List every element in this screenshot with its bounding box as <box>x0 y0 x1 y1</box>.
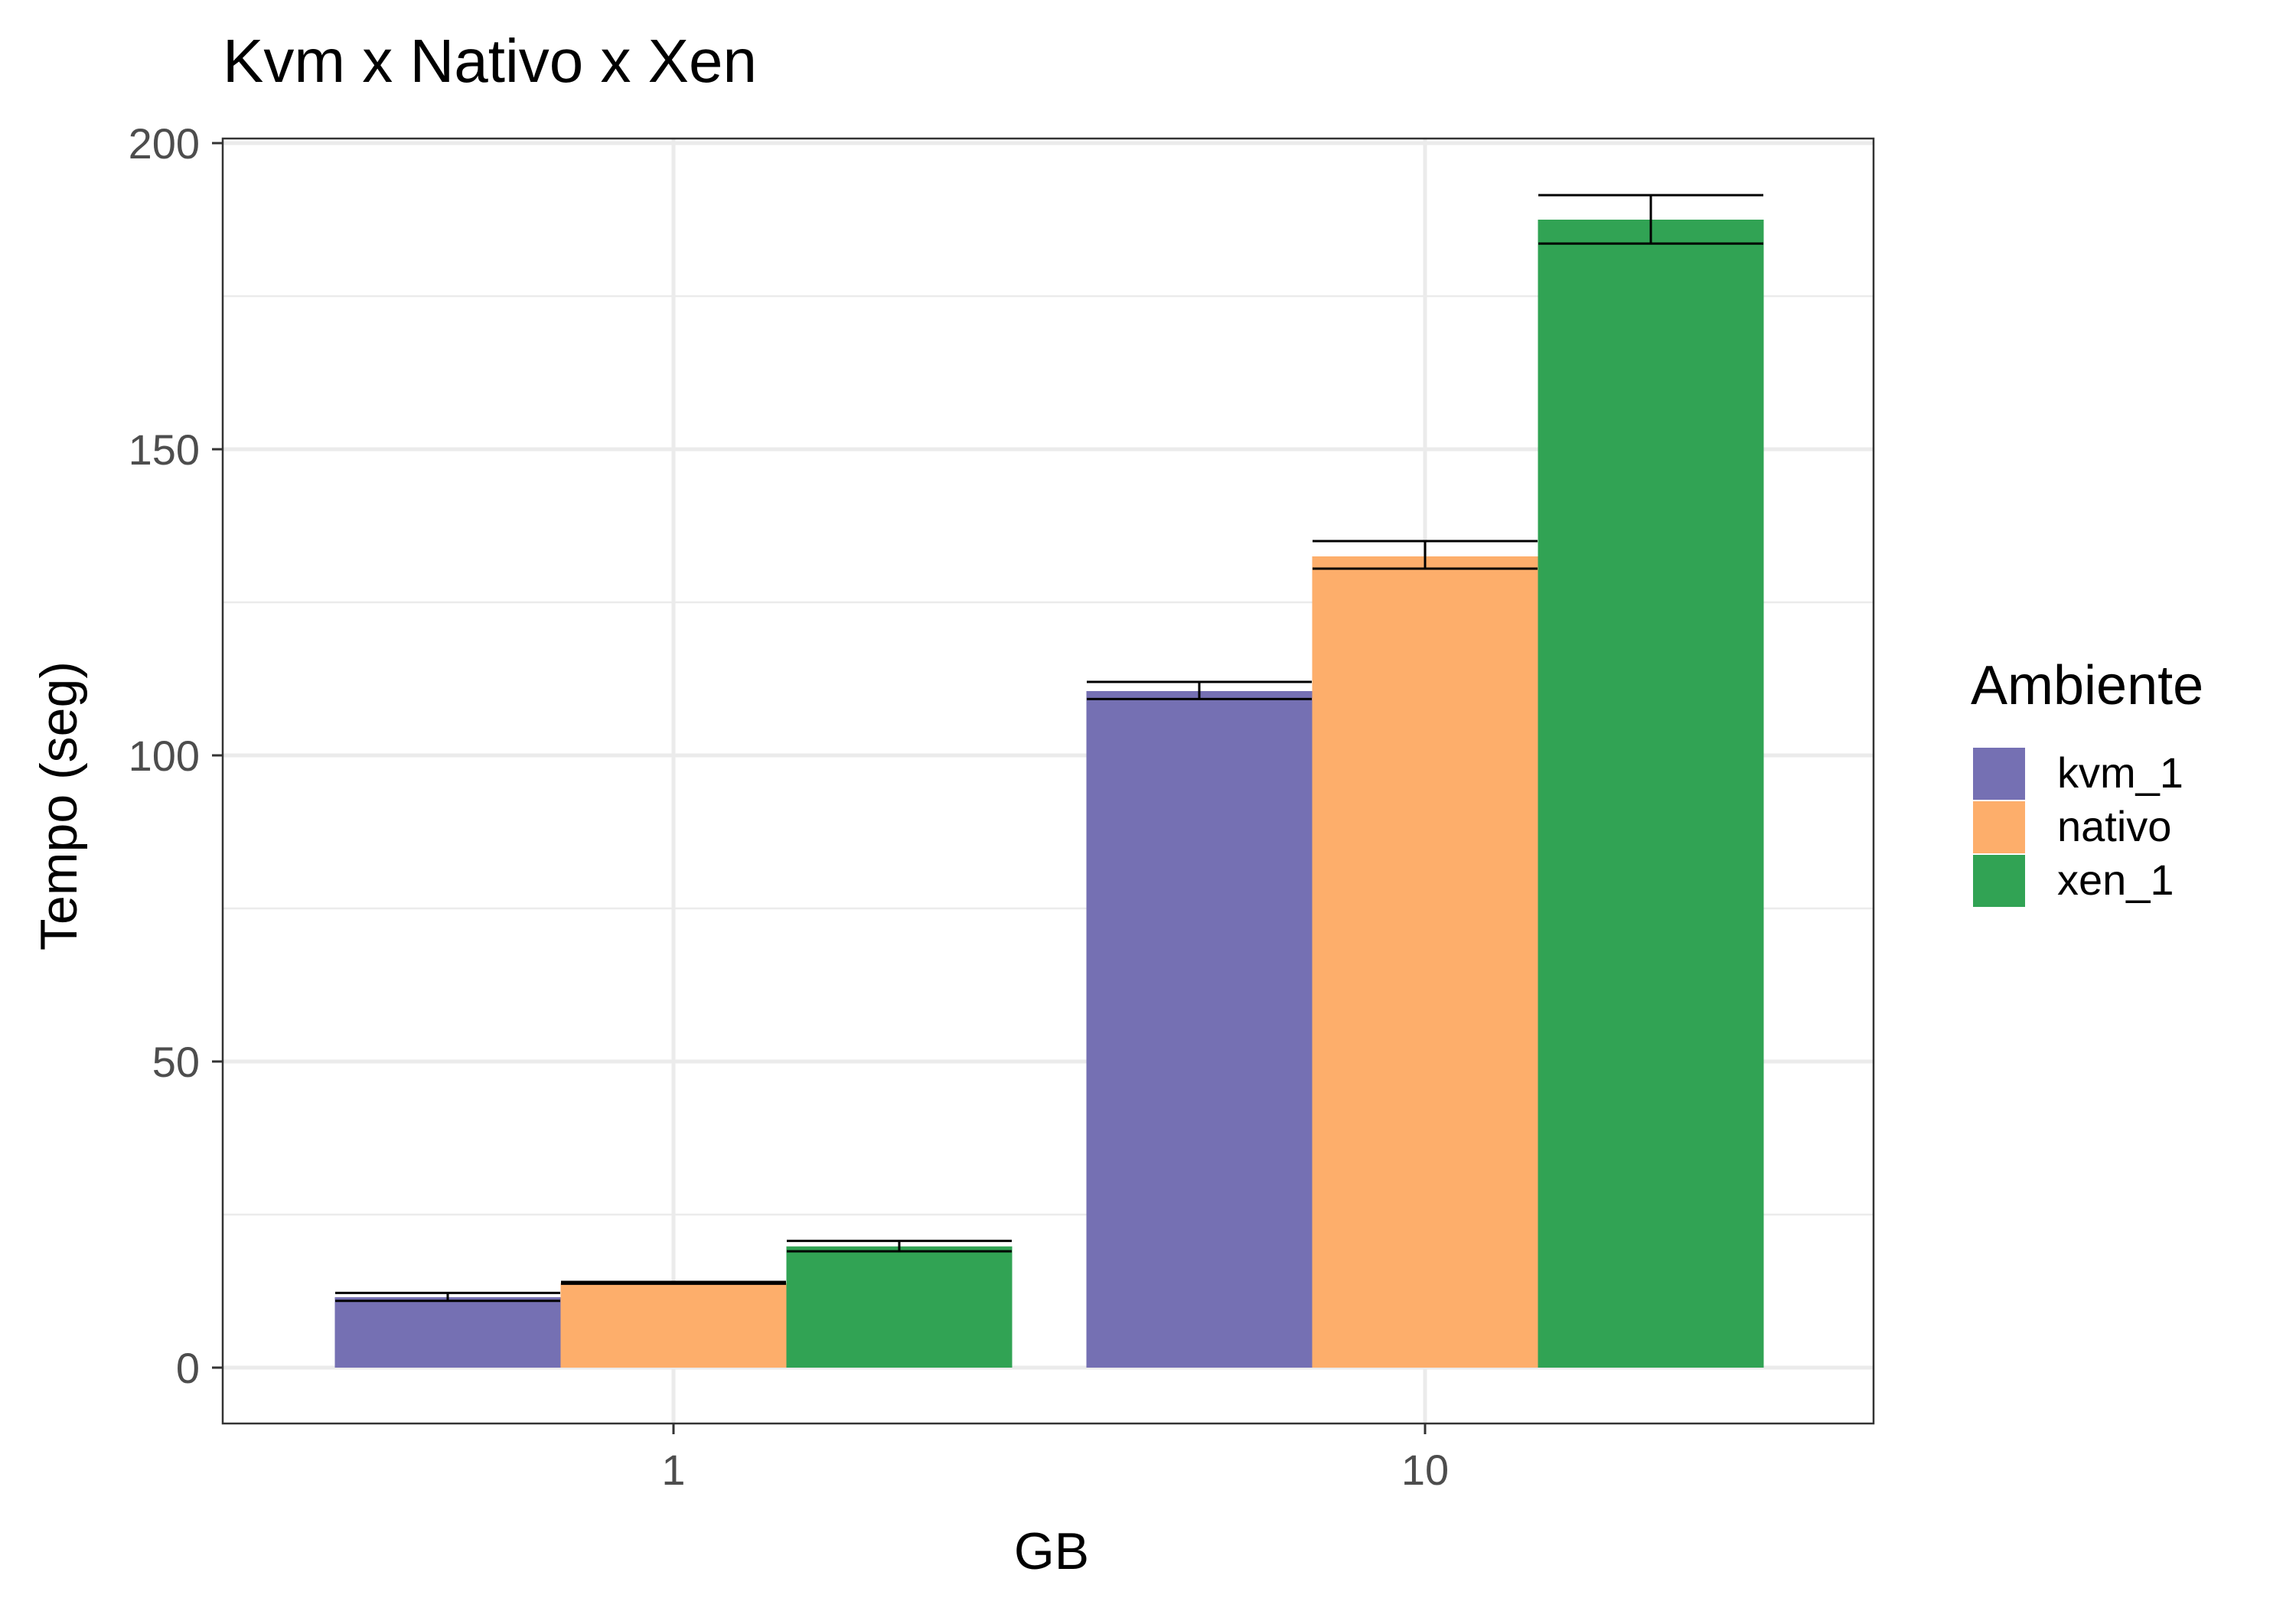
error-bar-kvm_1-10 <box>1087 680 1312 700</box>
plot-panel-border <box>221 137 1875 1425</box>
y-tick-label: 150 <box>129 426 200 474</box>
error-bars <box>335 194 1763 1303</box>
y-tick-label: 200 <box>129 119 200 168</box>
y-tick-label: 0 <box>176 1344 200 1392</box>
y-tick-label: 100 <box>129 732 200 780</box>
chart-title: Kvm x Nativo x Xen <box>223 27 757 95</box>
bar-kvm_1-10 <box>1086 691 1313 1368</box>
legend-swatch-nativo <box>1973 801 2025 853</box>
x-tick-label: 10 <box>1401 1446 1449 1494</box>
error-bar-nativo-1 <box>561 1280 786 1285</box>
y-axis-title: Tempo (seg) <box>30 661 88 951</box>
legend-swatch-xen_1 <box>1973 855 2025 907</box>
bar-nativo-10 <box>1312 556 1538 1368</box>
legend-label-nativo: nativo <box>2057 802 2171 850</box>
legend-title: Ambiente <box>1971 655 2203 716</box>
error-bar-xen_1-1 <box>787 1239 1012 1253</box>
y-tick-label: 50 <box>152 1038 200 1086</box>
x-axis-title: GB <box>1014 1522 1089 1580</box>
bar-nativo-1 <box>560 1283 787 1368</box>
bars <box>334 220 1764 1368</box>
legend-swatch-kvm_1 <box>1973 748 2025 800</box>
legend-label-xen_1: xen_1 <box>2057 856 2174 904</box>
bar-xen_1-10 <box>1538 220 1764 1368</box>
error-bar-kvm_1-1 <box>335 1291 560 1303</box>
bar-xen_1-1 <box>786 1246 1013 1368</box>
bar-kvm_1-1 <box>334 1297 561 1368</box>
axes: 0 50 100 150 200 1 10 <box>129 119 1450 1494</box>
error-bar-nativo-10 <box>1313 540 1538 570</box>
legend-label-kvm_1: kvm_1 <box>2057 748 2183 797</box>
x-tick-label: 1 <box>661 1446 685 1494</box>
error-bar-xen_1-10 <box>1538 194 1763 245</box>
